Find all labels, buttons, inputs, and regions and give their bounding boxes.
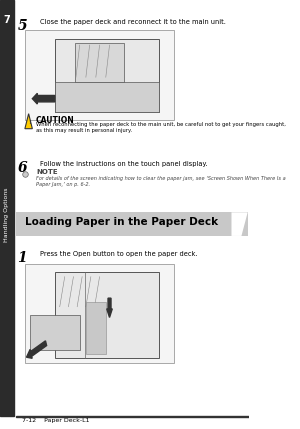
Bar [25, 264, 174, 363]
Text: NOTE: NOTE [36, 169, 58, 175]
Text: When reconnecting the paper deck to the main unit, be careful not to get your fi: When reconnecting the paper deck to the … [36, 122, 286, 133]
Text: Loading Paper in the Paper Deck: Loading Paper in the Paper Deck [25, 217, 218, 227]
FancyArrow shape [107, 298, 112, 317]
Text: !: ! [28, 120, 31, 125]
Text: For details of the screen indicating how to clear the paper jam, see ‘Screen Sho: For details of the screen indicating how… [36, 176, 286, 187]
Text: Close the paper deck and reconnect it to the main unit.: Close the paper deck and reconnect it to… [40, 19, 226, 25]
Bar [55, 39, 159, 112]
Polygon shape [25, 114, 32, 129]
Text: Press the Open button to open the paper deck.: Press the Open button to open the paper … [40, 251, 197, 257]
Polygon shape [232, 212, 248, 236]
Bar [75, 43, 124, 82]
Text: Handling Options: Handling Options [4, 187, 9, 242]
Text: 5: 5 [18, 19, 27, 33]
Bar [55, 82, 159, 112]
Bar [55, 272, 159, 358]
Text: 7-12    Paper Deck-L1: 7-12 Paper Deck-L1 [22, 418, 90, 423]
Bar [0, 0, 14, 416]
Bar [25, 30, 174, 120]
Text: 7: 7 [4, 15, 10, 25]
FancyArrow shape [32, 94, 55, 104]
Text: CAUTION: CAUTION [36, 116, 75, 125]
FancyArrow shape [16, 416, 249, 417]
Bar [86, 302, 106, 354]
FancyArrow shape [26, 341, 46, 358]
Text: 1: 1 [18, 251, 27, 265]
Bar [30, 315, 80, 350]
Bar [16, 212, 248, 236]
Text: 6: 6 [18, 161, 27, 175]
Text: Follow the instructions on the touch panel display.: Follow the instructions on the touch pan… [40, 161, 207, 167]
